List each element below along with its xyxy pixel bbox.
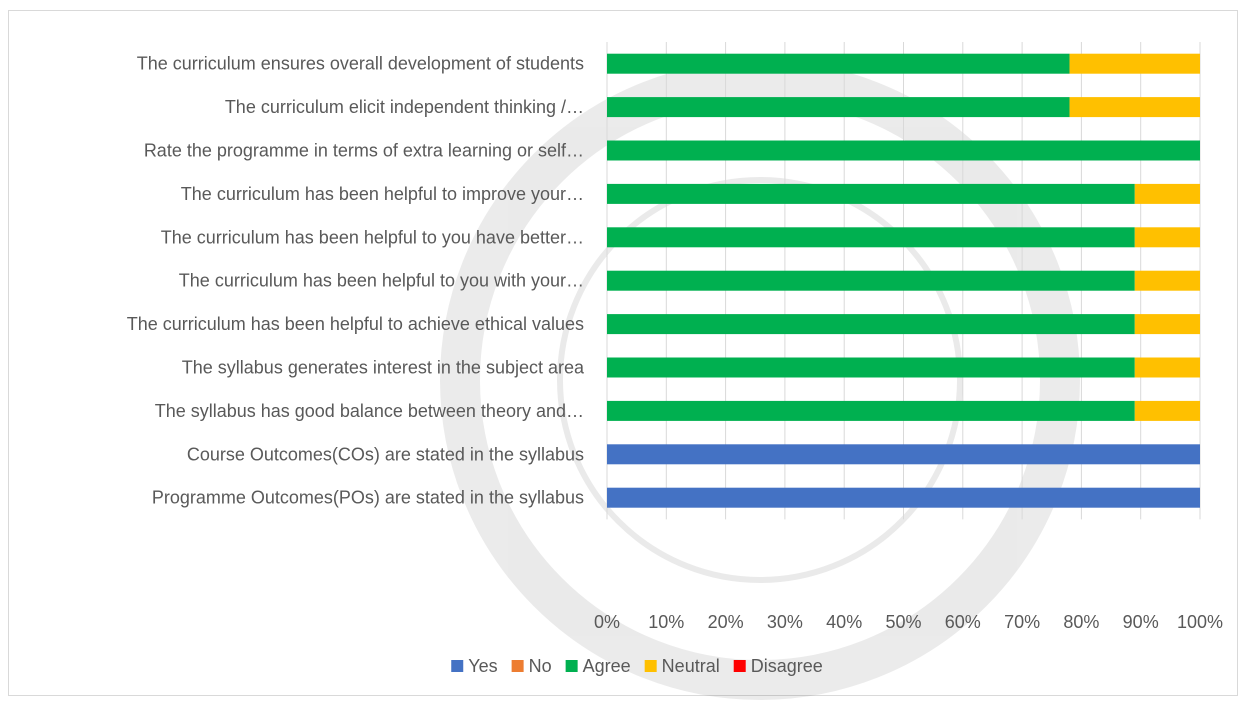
x-tick-label: 100% <box>1177 612 1223 632</box>
category-labels: The curriculum ensures overall developme… <box>127 54 585 508</box>
legend-swatch <box>733 660 746 672</box>
bar-neutral <box>1134 183 1200 204</box>
x-tick-label: 70% <box>1004 612 1040 632</box>
legend-swatch <box>451 660 464 672</box>
legend-label: Agree <box>583 656 631 676</box>
legend-swatch <box>511 660 524 672</box>
category-label: Rate the programme in terms of extra lea… <box>144 141 584 161</box>
legend-item-no: No <box>511 656 552 676</box>
legend-label: Yes <box>468 656 497 676</box>
legend: Yes No Agree Neutral Disagree <box>451 656 823 676</box>
legend-swatch <box>644 660 657 672</box>
category-label: Course Outcomes(COs) are stated in the s… <box>187 444 584 464</box>
bar-neutral <box>1134 314 1200 335</box>
legend-swatch <box>565 660 578 672</box>
chart-frame <box>8 10 1238 696</box>
x-tick-label: 40% <box>826 612 862 632</box>
bar-neutral <box>1134 270 1200 291</box>
bar-agree <box>607 357 1135 378</box>
category-label: The curriculum has been helpful to achie… <box>127 314 584 334</box>
bar-agree <box>607 400 1135 421</box>
legend-item-disagree: Disagree <box>733 656 823 676</box>
x-tick-label: 60% <box>945 612 981 632</box>
legend-label: Disagree <box>751 656 823 676</box>
bar-yes <box>607 444 1200 465</box>
bar-agree <box>607 140 1200 161</box>
x-tick-label: 50% <box>885 612 921 632</box>
bar-agree <box>607 227 1135 248</box>
bar-neutral <box>1069 97 1200 118</box>
bar-agree <box>607 97 1070 118</box>
bar-neutral <box>1134 357 1200 378</box>
x-tick-label: 30% <box>767 612 803 632</box>
bar-agree <box>607 270 1135 291</box>
category-label: The curriculum has been helpful to you h… <box>161 227 584 247</box>
legend-label: Neutral <box>662 656 720 676</box>
x-tick-label: 20% <box>708 612 744 632</box>
x-tick-label: 80% <box>1063 612 1099 632</box>
bar-agree <box>607 183 1135 204</box>
bar-agree <box>607 53 1070 74</box>
bar-yes <box>607 487 1200 508</box>
legend-item-agree: Agree <box>565 656 631 676</box>
legend-item-yes: Yes <box>451 656 498 676</box>
x-tick-labels: 0% 10% 20% 30% 40% 50% 60% 70% 80% 90% 100% <box>594 612 1223 632</box>
x-tick-label: 10% <box>648 612 684 632</box>
category-label: The curriculum ensures overall developme… <box>137 54 584 74</box>
bar-neutral <box>1069 53 1200 74</box>
bar-neutral <box>1134 227 1200 248</box>
category-label: The syllabus generates interest in the s… <box>182 358 585 378</box>
category-label: The syllabus has good balance between th… <box>155 401 584 421</box>
legend-label: No <box>529 656 552 676</box>
legend-item-neutral: Neutral <box>644 656 720 676</box>
category-label: The curriculum has been helpful to you w… <box>179 271 584 291</box>
bars <box>607 53 1200 508</box>
x-tick-label: 0% <box>594 612 620 632</box>
bar-agree <box>607 314 1135 335</box>
category-label: The curriculum elicit independent thinki… <box>225 97 584 117</box>
bar-neutral <box>1134 400 1200 421</box>
category-label: Programme Outcomes(POs) are stated in th… <box>152 488 584 508</box>
category-label: The curriculum has been helpful to impro… <box>181 184 584 204</box>
x-tick-label: 90% <box>1123 612 1159 632</box>
